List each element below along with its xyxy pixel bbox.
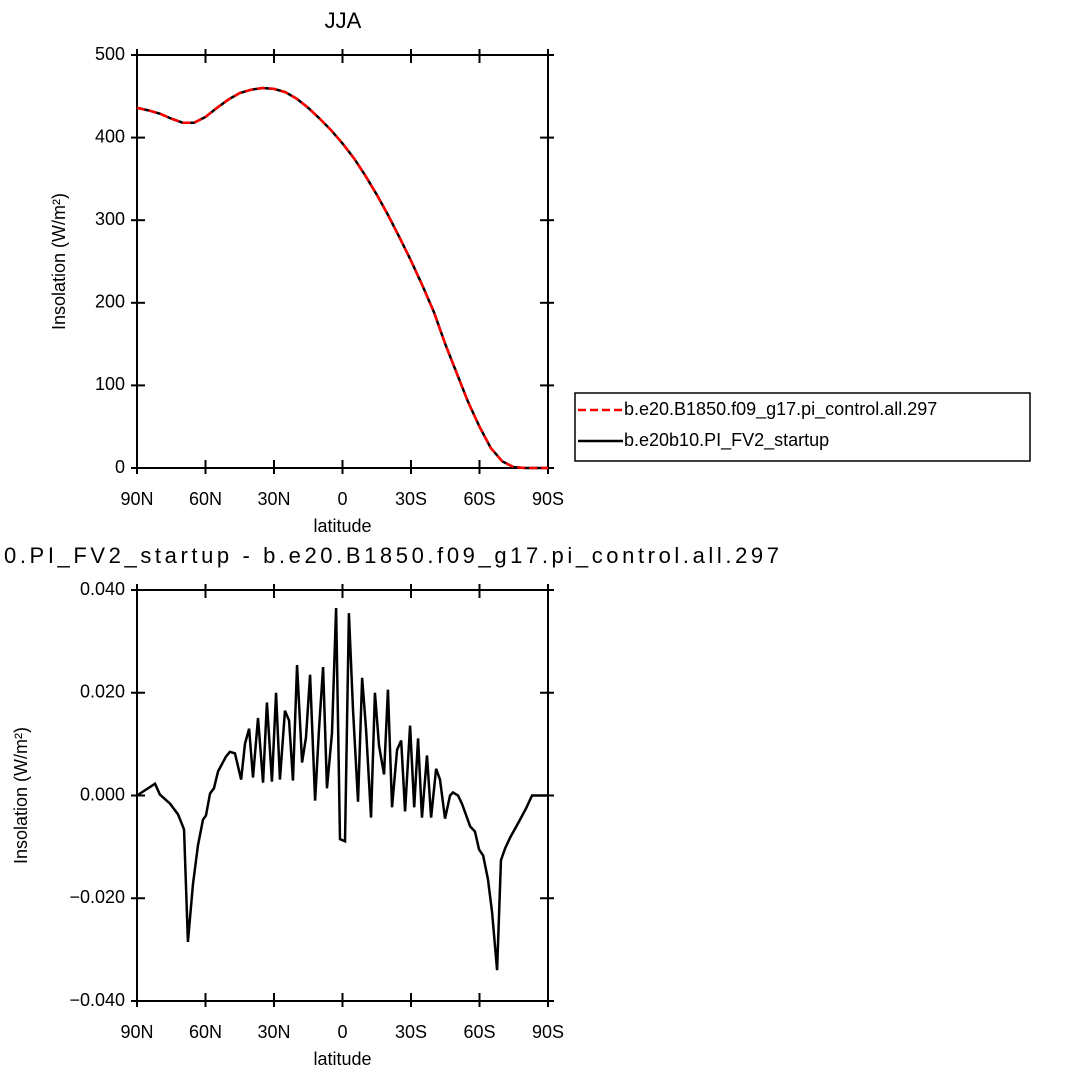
y-tick-label: −0.040 bbox=[69, 990, 125, 1010]
y-tick-label: −0.020 bbox=[69, 887, 125, 907]
x-axis-label: latitude bbox=[313, 516, 371, 536]
x-tick-label: 60S bbox=[463, 1022, 495, 1042]
y-tick-label: 100 bbox=[95, 374, 125, 394]
y-tick-label: 0.040 bbox=[80, 579, 125, 599]
x-tick-label: 60N bbox=[189, 489, 222, 509]
y-tick-label: 500 bbox=[95, 44, 125, 64]
x-tick-label: 30S bbox=[395, 1022, 427, 1042]
y-axis-label: Insolation (W/m²) bbox=[11, 727, 31, 864]
legend-box bbox=[574, 392, 1031, 462]
x-tick-label: 30S bbox=[395, 489, 427, 509]
legend-label: b.e20.B1850.f09_g17.pi_control.all.297 bbox=[624, 399, 937, 420]
x-tick-label: 0 bbox=[337, 489, 347, 509]
x-tick-label: 60S bbox=[463, 489, 495, 509]
y-tick-label: 300 bbox=[95, 209, 125, 229]
x-tick-label: 90N bbox=[120, 489, 153, 509]
y-tick-label: 0.000 bbox=[80, 784, 125, 804]
x-tick-label: 60N bbox=[189, 1022, 222, 1042]
chart-title: 0.PI_FV2_startup - b.e20.B1850.f09_g17.p… bbox=[4, 543, 779, 568]
x-tick-label: 90S bbox=[532, 1022, 564, 1042]
y-tick-label: 200 bbox=[95, 292, 125, 312]
x-tick-label: 90S bbox=[532, 489, 564, 509]
x-tick-label: 90N bbox=[120, 1022, 153, 1042]
legend-label: b.e20b10.PI_FV2_startup bbox=[624, 430, 829, 451]
x-tick-label: 30N bbox=[257, 1022, 290, 1042]
series-line bbox=[136, 86, 548, 470]
series-line bbox=[136, 86, 548, 470]
x-axis-label: latitude bbox=[313, 1049, 371, 1069]
x-tick-label: 0 bbox=[337, 1022, 347, 1042]
chart-title: JJA bbox=[325, 8, 362, 33]
plot-frame bbox=[136, 589, 549, 1002]
y-tick-label: 400 bbox=[95, 126, 125, 146]
y-tick-label: 0 bbox=[115, 457, 125, 477]
x-tick-label: 30N bbox=[257, 489, 290, 509]
y-axis-label: Insolation (W/m²) bbox=[49, 193, 69, 330]
plot-frame bbox=[136, 54, 549, 469]
series-line bbox=[136, 607, 548, 971]
y-tick-label: 0.020 bbox=[80, 682, 125, 702]
